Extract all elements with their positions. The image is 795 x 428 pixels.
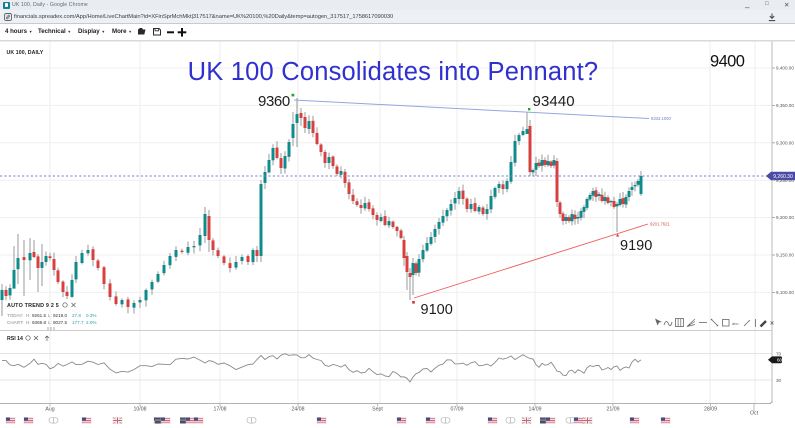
svg-text:TODAY:: TODAY: [7, 313, 23, 318]
svg-text:9,260.30: 9,260.30 [773, 174, 793, 180]
svg-text:Sept: Sept [372, 407, 383, 413]
svg-text:28/09: 28/09 [704, 407, 717, 413]
svg-text:9369.8: 9369.8 [32, 320, 46, 325]
svg-text:93440: 93440 [533, 93, 575, 110]
svg-text:21/09: 21/09 [607, 407, 620, 413]
svg-text:Oct: Oct [750, 411, 759, 417]
svg-text:9360: 9360 [258, 93, 290, 110]
svg-text:14/09: 14/09 [529, 407, 542, 413]
svg-text:60: 60 [777, 358, 783, 363]
svg-text:RSI 14: RSI 14 [7, 336, 23, 342]
svg-text:AUTO TREND 9 2 5: AUTO TREND 9 2 5 [7, 303, 59, 309]
svg-text:L:: L: [48, 320, 52, 325]
svg-text:UK 100 Consolidates into Penna: UK 100 Consolidates into Pennant? [188, 58, 599, 86]
svg-text:9190: 9190 [620, 238, 652, 254]
svg-text:27.8: 27.8 [72, 313, 81, 318]
svg-text:L:: L: [48, 313, 52, 318]
svg-text:0.3%: 0.3% [86, 313, 96, 318]
svg-text:17/08: 17/08 [214, 407, 227, 413]
svg-text:9100: 9100 [421, 302, 453, 318]
svg-text:H:: H: [26, 313, 31, 318]
svg-text:2.0%: 2.0% [86, 320, 96, 325]
svg-text:9,150.00: 9,150.00 [776, 253, 794, 258]
svg-text:abc: abc [732, 321, 738, 326]
svg-text:9400: 9400 [710, 53, 745, 71]
svg-text:24/08: 24/08 [292, 407, 305, 413]
svg-text:9219.0: 9219.0 [53, 313, 67, 318]
svg-text:70: 70 [776, 352, 782, 357]
svg-text:CHART:: CHART: [7, 320, 24, 325]
svg-text:10/08: 10/08 [134, 407, 147, 413]
svg-text:Aug: Aug [45, 407, 54, 413]
svg-text:07/09: 07/09 [451, 407, 464, 413]
svg-text:9,400.00: 9,400.00 [776, 66, 794, 71]
svg-text:9201.7621: 9201.7621 [650, 222, 670, 227]
svg-text:9,250.00: 9,250.00 [776, 178, 794, 183]
svg-text:9,200.00: 9,200.00 [776, 215, 794, 220]
svg-text:9,350.00: 9,350.00 [776, 103, 794, 108]
svg-text:9,300.00: 9,300.00 [776, 140, 794, 145]
svg-text:9261.5: 9261.5 [32, 313, 46, 318]
svg-text:9027.5: 9027.5 [53, 320, 67, 325]
svg-text:9,100.00: 9,100.00 [776, 290, 794, 295]
svg-text:9333.1000: 9333.1000 [651, 116, 671, 121]
svg-text:H:: H: [26, 320, 31, 325]
svg-text:177.7: 177.7 [72, 320, 84, 325]
svg-text:30: 30 [776, 378, 782, 383]
svg-text:UK 100, DAILY: UK 100, DAILY [7, 50, 44, 56]
